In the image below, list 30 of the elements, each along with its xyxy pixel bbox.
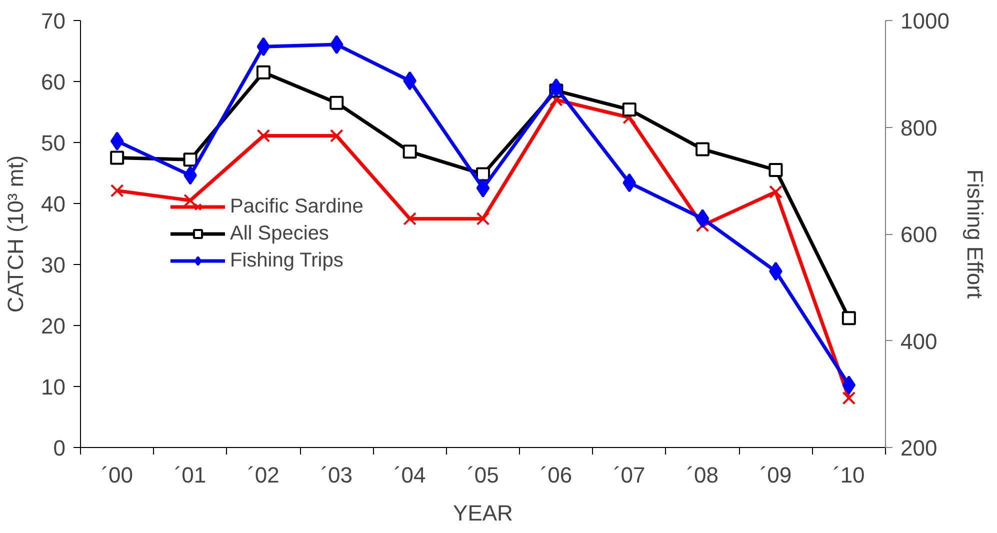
x-tick-label: ´05 <box>467 462 499 488</box>
x-tick-label: ´06 <box>540 462 572 488</box>
y2-tick-label: 200 <box>900 436 938 460</box>
y-tick-label: 60 <box>41 70 66 94</box>
x-tick-label: ´04 <box>394 462 426 488</box>
x-tick-label: ´01 <box>174 462 206 488</box>
x-tick-label: ´07 <box>613 462 646 488</box>
x-tick-label: ´08 <box>686 462 718 488</box>
x-tick-label: ´00 <box>101 462 133 488</box>
x-tick-label: ´10 <box>833 462 865 488</box>
y2-tick-label: 1000 <box>900 8 950 34</box>
x-tick-label: ´09 <box>760 462 792 488</box>
y-tick-label: 70 <box>41 8 66 34</box>
x-tick-label: ´03 <box>320 462 353 488</box>
y2-tick-label: 600 <box>900 222 938 247</box>
y2-tick-label: 400 <box>900 328 938 354</box>
legend-label: Pacific Sardine <box>230 195 364 218</box>
y-tick-label: 30 <box>41 252 66 278</box>
legend-label: All Species <box>230 222 329 245</box>
y2-tick-label: 800 <box>900 115 938 140</box>
x-axis-title: YEAR <box>453 500 513 526</box>
y2-axis-title: Fishing Effort <box>962 169 988 299</box>
y-tick-label: 40 <box>41 192 66 216</box>
y-tick-label: 10 <box>41 374 66 400</box>
y-tick-label: 0 <box>53 436 66 460</box>
x-tick-label: ´02 <box>248 462 280 488</box>
legend-label: Fishing Trips <box>230 249 344 272</box>
y-tick-label: 50 <box>41 130 66 156</box>
y-tick-label: 20 <box>41 314 66 338</box>
y-axis-title: CATCH (10³ mt) <box>3 155 28 313</box>
